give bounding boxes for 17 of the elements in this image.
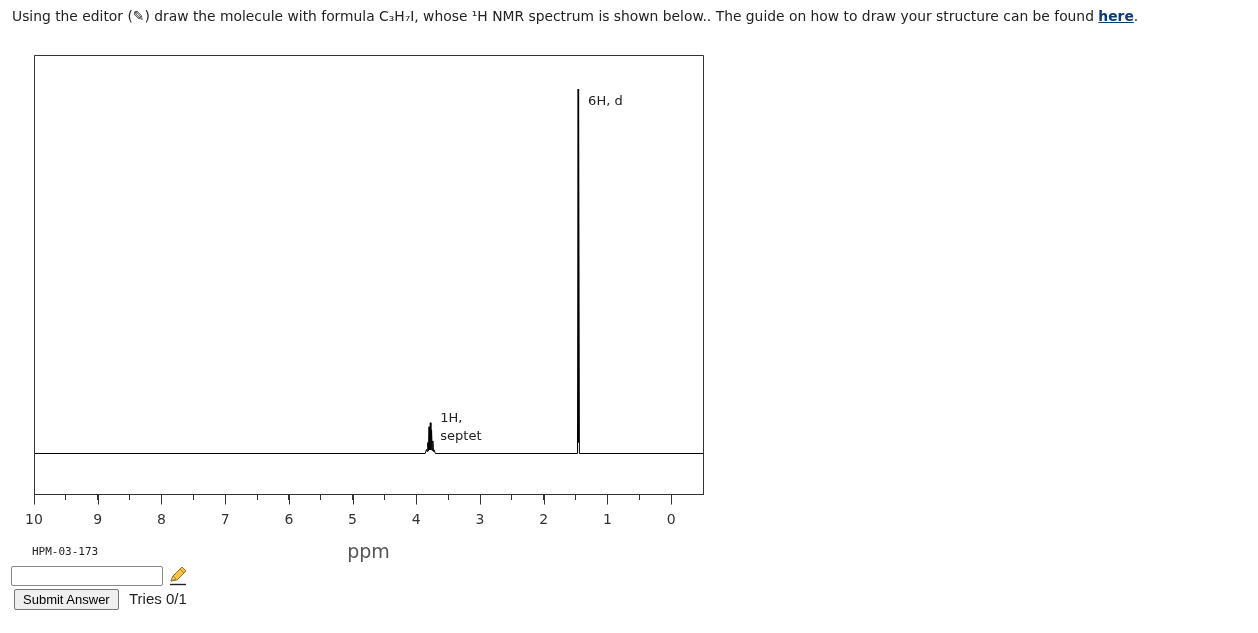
x-tick-label: 8 — [156, 511, 166, 528]
annotation: 6H, d — [588, 92, 623, 108]
x-tick-label: 7 — [220, 511, 230, 528]
x-tick-label: 2 — [539, 511, 549, 528]
x-axis-title: ppm — [347, 539, 390, 562]
x-tick-label: 0 — [666, 511, 676, 528]
x-tick-label: 9 — [93, 511, 103, 528]
annotation: 1H, septet — [440, 410, 482, 444]
chart-title: Using the editor (✎) draw the molecule with formula C₃H₇I, whose ¹H NMR spectrum is shown below.. The guide on how to draw your structure can be found here. — [12, 8, 1139, 24]
x-tick-label: 1 — [602, 511, 612, 528]
x-tick-label: 6 — [284, 511, 294, 528]
text: HPM-03-173 — [32, 545, 99, 559]
x-tick-label: 10 — [25, 511, 43, 528]
x-tick-label: 4 — [411, 511, 421, 528]
x-tick-label: 5 — [348, 511, 358, 528]
x-tick-label: 3 — [475, 511, 485, 528]
text: Tries 0/1 — [129, 590, 187, 608]
